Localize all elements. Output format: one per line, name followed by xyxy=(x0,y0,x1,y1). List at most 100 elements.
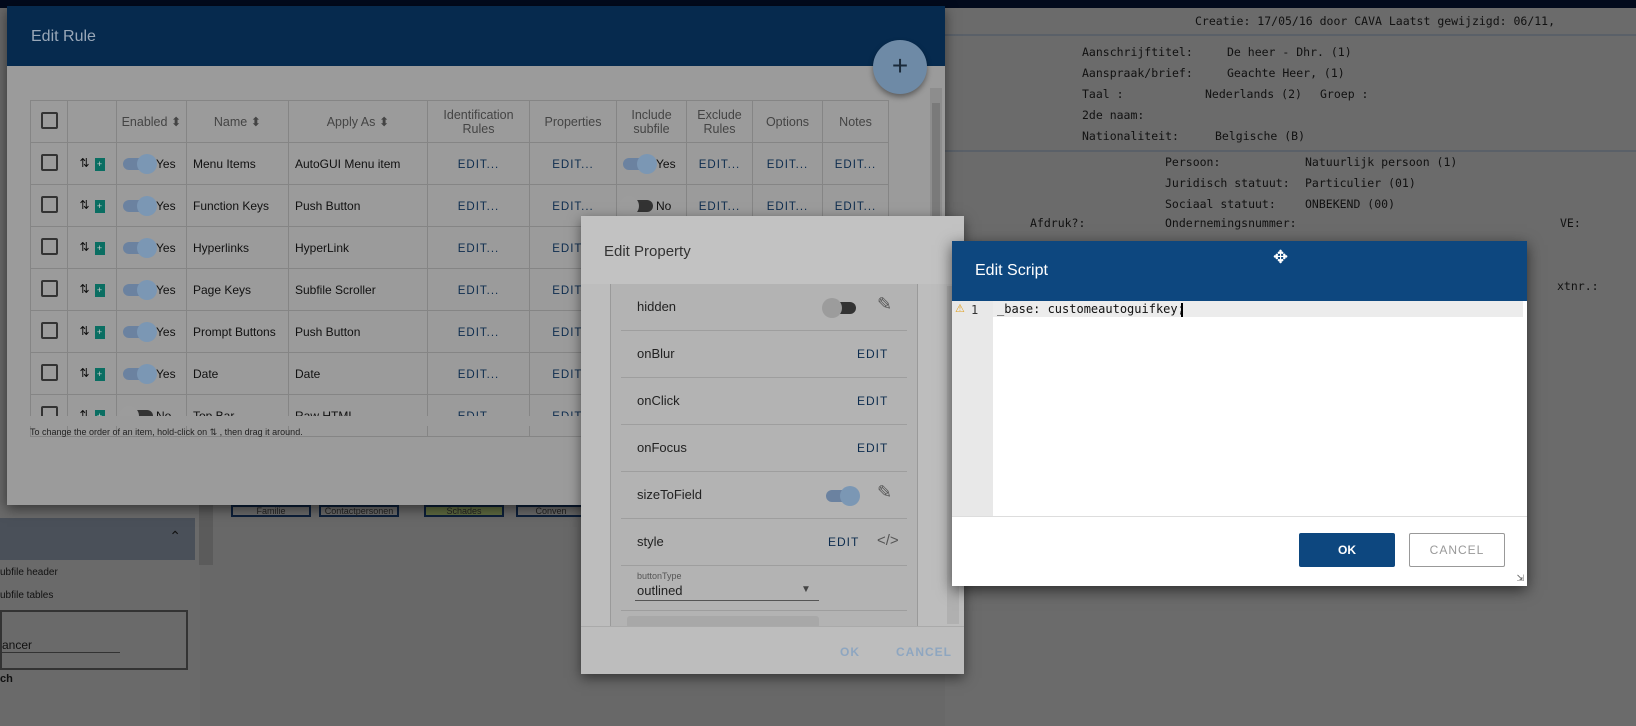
button-type-value[interactable]: outlined xyxy=(635,583,819,601)
property-edit-button[interactable]: EDIT xyxy=(857,394,889,408)
sort-icon[interactable]: ⬍ xyxy=(247,115,262,129)
chevron-up-icon[interactable]: ⌃ xyxy=(169,528,181,544)
add-document-icon[interactable]: + xyxy=(94,283,105,297)
toggle[interactable] xyxy=(619,196,653,217)
sort-icon[interactable]: ⬍ xyxy=(167,115,182,129)
edit-link[interactable]: EDIT... xyxy=(457,368,500,381)
record-meta: Creatie: 17/05/16 door CAVA Laatst gewij… xyxy=(1195,14,1556,28)
edit-link[interactable]: EDIT... xyxy=(457,326,500,339)
drag-reorder-icon[interactable]: ⇅ xyxy=(79,408,89,422)
edit-link[interactable]: EDIT... xyxy=(834,200,877,213)
drag-reorder-icon[interactable]: ⇅ xyxy=(79,366,90,381)
row-checkbox[interactable] xyxy=(40,321,58,339)
column-header: Properties xyxy=(529,100,617,143)
property-toggle[interactable] xyxy=(826,486,860,506)
toggle[interactable] xyxy=(123,322,157,343)
add-document-icon[interactable]: + xyxy=(94,199,105,213)
edit-link[interactable]: EDIT... xyxy=(834,158,877,171)
column-header[interactable]: Apply As ⬍ xyxy=(288,100,428,143)
drag-reorder-icon[interactable]: ⇅ xyxy=(79,198,90,213)
column-header[interactable]: Name ⬍ xyxy=(186,100,289,143)
field-label: Sociaal statuut: xyxy=(1165,197,1276,211)
property-edit-button[interactable]: EDIT xyxy=(857,347,889,361)
rule-name: Hyperlinks xyxy=(186,226,289,269)
toggle-label: No xyxy=(656,198,672,213)
property-toggle[interactable] xyxy=(822,298,856,318)
sidebar-select[interactable]: ancer xyxy=(2,638,120,653)
toggle-label: Yes xyxy=(156,156,176,171)
column-header-label: Identification Rules xyxy=(443,107,514,136)
edit-link[interactable]: EDIT... xyxy=(552,158,594,171)
edit-link[interactable]: EDIT... xyxy=(457,242,500,255)
edit-link[interactable]: EDIT... xyxy=(457,284,500,297)
toggle[interactable] xyxy=(123,238,157,259)
sidebar-item[interactable]: ubfile header xyxy=(0,567,58,578)
code-icon[interactable]: </> xyxy=(877,532,899,549)
column-header-label: Notes xyxy=(839,114,872,129)
field-label: Groep : xyxy=(1320,87,1369,101)
add-document-icon[interactable]: + xyxy=(94,157,105,171)
column-header-label: Apply As xyxy=(326,115,376,129)
tab-conventies[interactable]: Conven xyxy=(516,505,586,517)
property-ok-button[interactable]: OK xyxy=(840,645,860,659)
script-ok-button[interactable]: OK xyxy=(1299,533,1395,567)
sidebar-scrollbar[interactable] xyxy=(199,505,213,565)
toggle[interactable] xyxy=(123,280,157,301)
edit-property-dialog: Edit Property hidden ✎ onBlur EDIT onClick ED… xyxy=(581,216,964,674)
row-checkbox[interactable] xyxy=(40,237,58,255)
toggle[interactable] xyxy=(123,196,157,217)
property-edit-button[interactable]: EDIT xyxy=(857,441,889,455)
rule-apply-as: Push Button xyxy=(288,310,428,353)
row-checkbox[interactable] xyxy=(40,279,58,297)
edit-link[interactable]: EDIT... xyxy=(766,158,809,171)
add-document-icon[interactable]: + xyxy=(94,325,105,339)
rule-apply-as: HyperLink xyxy=(288,226,428,269)
property-cancel-button[interactable]: CANCEL xyxy=(896,645,952,659)
property-name: style xyxy=(637,534,664,549)
button-type-select[interactable]: buttonType outlined ▼ xyxy=(621,566,907,611)
row-checkbox[interactable] xyxy=(40,195,58,213)
edit-link[interactable]: EDIT... xyxy=(766,200,809,213)
column-header: Exclude Rules xyxy=(686,100,753,143)
edit-link[interactable]: EDIT... xyxy=(552,200,594,213)
edit-pencil-icon[interactable]: ✎ xyxy=(877,294,893,314)
field-value: Particulier (01) xyxy=(1305,176,1416,190)
toggle[interactable] xyxy=(623,154,657,175)
sidebar-section-header[interactable]: ⌃ xyxy=(0,518,195,560)
rule-apply-as: AutoGUI Menu item xyxy=(288,142,428,185)
property-row-hidden: hidden ✎ xyxy=(621,284,907,331)
property-edit-button[interactable]: EDIT xyxy=(828,535,860,549)
edit-pencil-icon[interactable]: ✎ xyxy=(877,482,893,502)
field-label: Aanspraak/brief: xyxy=(1082,66,1193,80)
line-number: 1 xyxy=(971,303,979,317)
resize-handle-icon[interactable]: ⇲ xyxy=(1516,573,1524,583)
toggle[interactable] xyxy=(123,154,157,175)
column-header[interactable]: Enabled ⬍ xyxy=(116,100,187,143)
script-cancel-button[interactable]: CANCEL xyxy=(1409,533,1505,567)
row-checkbox[interactable] xyxy=(40,363,58,381)
sidebar-item[interactable]: ubfile tables xyxy=(0,590,54,601)
drag-reorder-icon[interactable]: ⇅ xyxy=(79,324,90,339)
script-editor[interactable]: _base: customeautoguifkey; xyxy=(997,302,1185,316)
sort-icon[interactable]: ⬍ xyxy=(375,115,390,129)
toggle[interactable] xyxy=(123,364,157,385)
tab-schades[interactable]: Schades xyxy=(424,505,504,517)
toggle-label: Yes xyxy=(156,324,176,339)
edit-link[interactable]: EDIT... xyxy=(457,200,500,213)
select-all-checkbox[interactable] xyxy=(40,111,58,129)
drag-reorder-icon[interactable]: ⇅ xyxy=(79,282,90,297)
rule-name: Menu Items xyxy=(186,142,289,185)
add-rule-button[interactable]: + xyxy=(873,40,927,94)
drag-reorder-icon[interactable]: ⇅ xyxy=(79,156,90,171)
edit-link[interactable]: EDIT... xyxy=(457,158,500,171)
tab-familie[interactable]: Familie xyxy=(231,505,311,517)
tab-contactpersonen[interactable]: Contactpersonen xyxy=(319,505,399,517)
add-document-icon[interactable]: + xyxy=(94,241,105,255)
edit-link[interactable]: EDIT... xyxy=(698,158,741,171)
column-header: Options xyxy=(752,100,823,143)
row-checkbox[interactable] xyxy=(40,153,58,171)
edit-link[interactable]: EDIT... xyxy=(698,200,741,213)
drag-reorder-icon[interactable]: ⇅ xyxy=(79,240,90,255)
add-document-icon[interactable]: + xyxy=(94,367,105,381)
field-label: 2de naam: xyxy=(1082,108,1145,122)
